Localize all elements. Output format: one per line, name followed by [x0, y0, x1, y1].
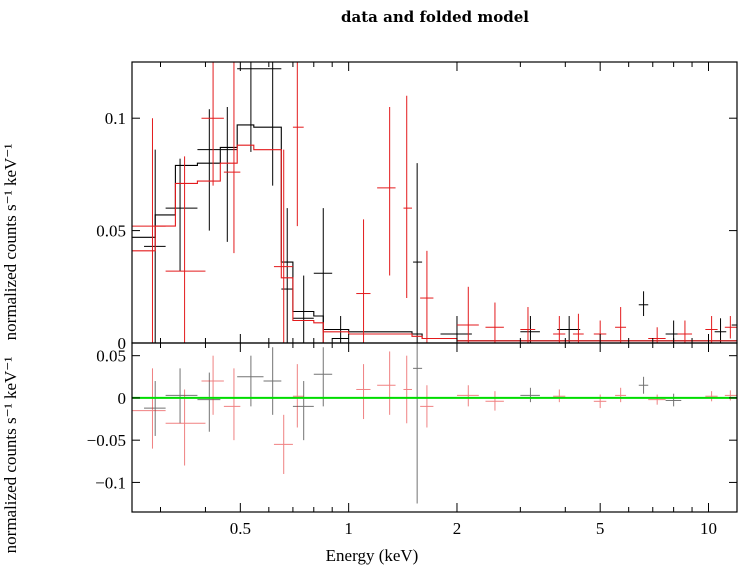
- data-point: [237, 62, 264, 152]
- data-point: [520, 387, 540, 403]
- data-point: [132, 368, 166, 449]
- data-point: [292, 275, 314, 343]
- data-point: [520, 307, 536, 343]
- x-tick-label: 1: [344, 519, 353, 538]
- data-point: [593, 394, 607, 409]
- data-point: [165, 368, 198, 424]
- data-and-model-panel: 0 0.05 0.1: [96, 61, 738, 353]
- x-tick-label: 0.5: [230, 519, 251, 538]
- residuals-panel: 0.05 0 −0.05 −0.1 0.5 1 2 5 10: [87, 342, 738, 538]
- chart-title: data and folded model: [341, 8, 529, 26]
- data-point: [165, 156, 206, 343]
- data-point: [144, 381, 166, 436]
- data-point: [377, 351, 396, 415]
- data-point: [220, 106, 238, 242]
- data-point: [665, 393, 682, 407]
- data-point: [165, 158, 198, 272]
- data-point: [273, 414, 293, 474]
- plot-frame: [131, 342, 738, 513]
- y-tick-label: 0.1: [105, 109, 126, 128]
- y-tick-label: 0.05: [96, 222, 126, 241]
- data-point: [724, 316, 737, 339]
- data-point: [705, 391, 718, 402]
- data-point: [273, 149, 293, 343]
- y-tick-label: 0: [118, 389, 127, 408]
- plot-frame: [131, 61, 738, 344]
- data-point: [223, 62, 241, 254]
- data-point: [648, 394, 666, 405]
- data-point: [638, 291, 649, 317]
- bottom-y-axis-label: normalized counts s⁻¹ keV⁻¹: [1, 357, 20, 554]
- x-axis-label: Energy (keV): [326, 546, 419, 565]
- data-point: [553, 389, 566, 403]
- data-point: [485, 391, 504, 411]
- data-point: [292, 62, 304, 227]
- y-tick-label: −0.05: [87, 431, 126, 450]
- data-point: [413, 343, 423, 504]
- data-point: [557, 316, 581, 343]
- data-point: [724, 390, 737, 401]
- data-point: [223, 368, 241, 441]
- y-tick-label: 0: [118, 334, 127, 353]
- data-point: [413, 163, 423, 343]
- data-point: [356, 364, 371, 420]
- data-point: [615, 307, 627, 343]
- data-point: [638, 376, 649, 394]
- data-point: [403, 95, 413, 299]
- data-point: [201, 355, 224, 415]
- data-point: [714, 318, 727, 343]
- top-y-axis-label: normalized counts s⁻¹ keV⁻¹: [1, 144, 20, 341]
- data-point: [485, 302, 504, 343]
- data-point: [553, 316, 566, 343]
- data-point: [705, 316, 718, 343]
- y-tick-label: −0.1: [95, 473, 126, 492]
- data-point: [263, 62, 282, 186]
- data-point: [356, 219, 371, 343]
- data-point: [292, 364, 304, 428]
- data-point: [572, 313, 584, 343]
- data-point: [377, 106, 396, 276]
- data-point: [313, 347, 333, 407]
- data-point: [456, 286, 479, 343]
- data-point: [197, 109, 221, 231]
- data-point: [201, 62, 224, 186]
- data-point: [403, 355, 413, 424]
- data-point: [292, 381, 314, 441]
- model-curve-red: [132, 144, 737, 342]
- data-point: [420, 250, 434, 343]
- data-point: [677, 320, 693, 343]
- data-point: [165, 389, 206, 466]
- y-tick-label: 0.05: [96, 347, 126, 366]
- data-point: [263, 347, 282, 415]
- x-tick-label: 10: [700, 519, 717, 538]
- model-curve-black: [132, 124, 737, 342]
- data-point: [197, 372, 221, 432]
- data-point: [281, 208, 293, 343]
- data-point: [615, 387, 627, 403]
- x-tick-label: 5: [596, 519, 605, 538]
- data-point: [420, 385, 434, 428]
- data-point: [456, 385, 479, 407]
- x-tick-label: 2: [453, 519, 462, 538]
